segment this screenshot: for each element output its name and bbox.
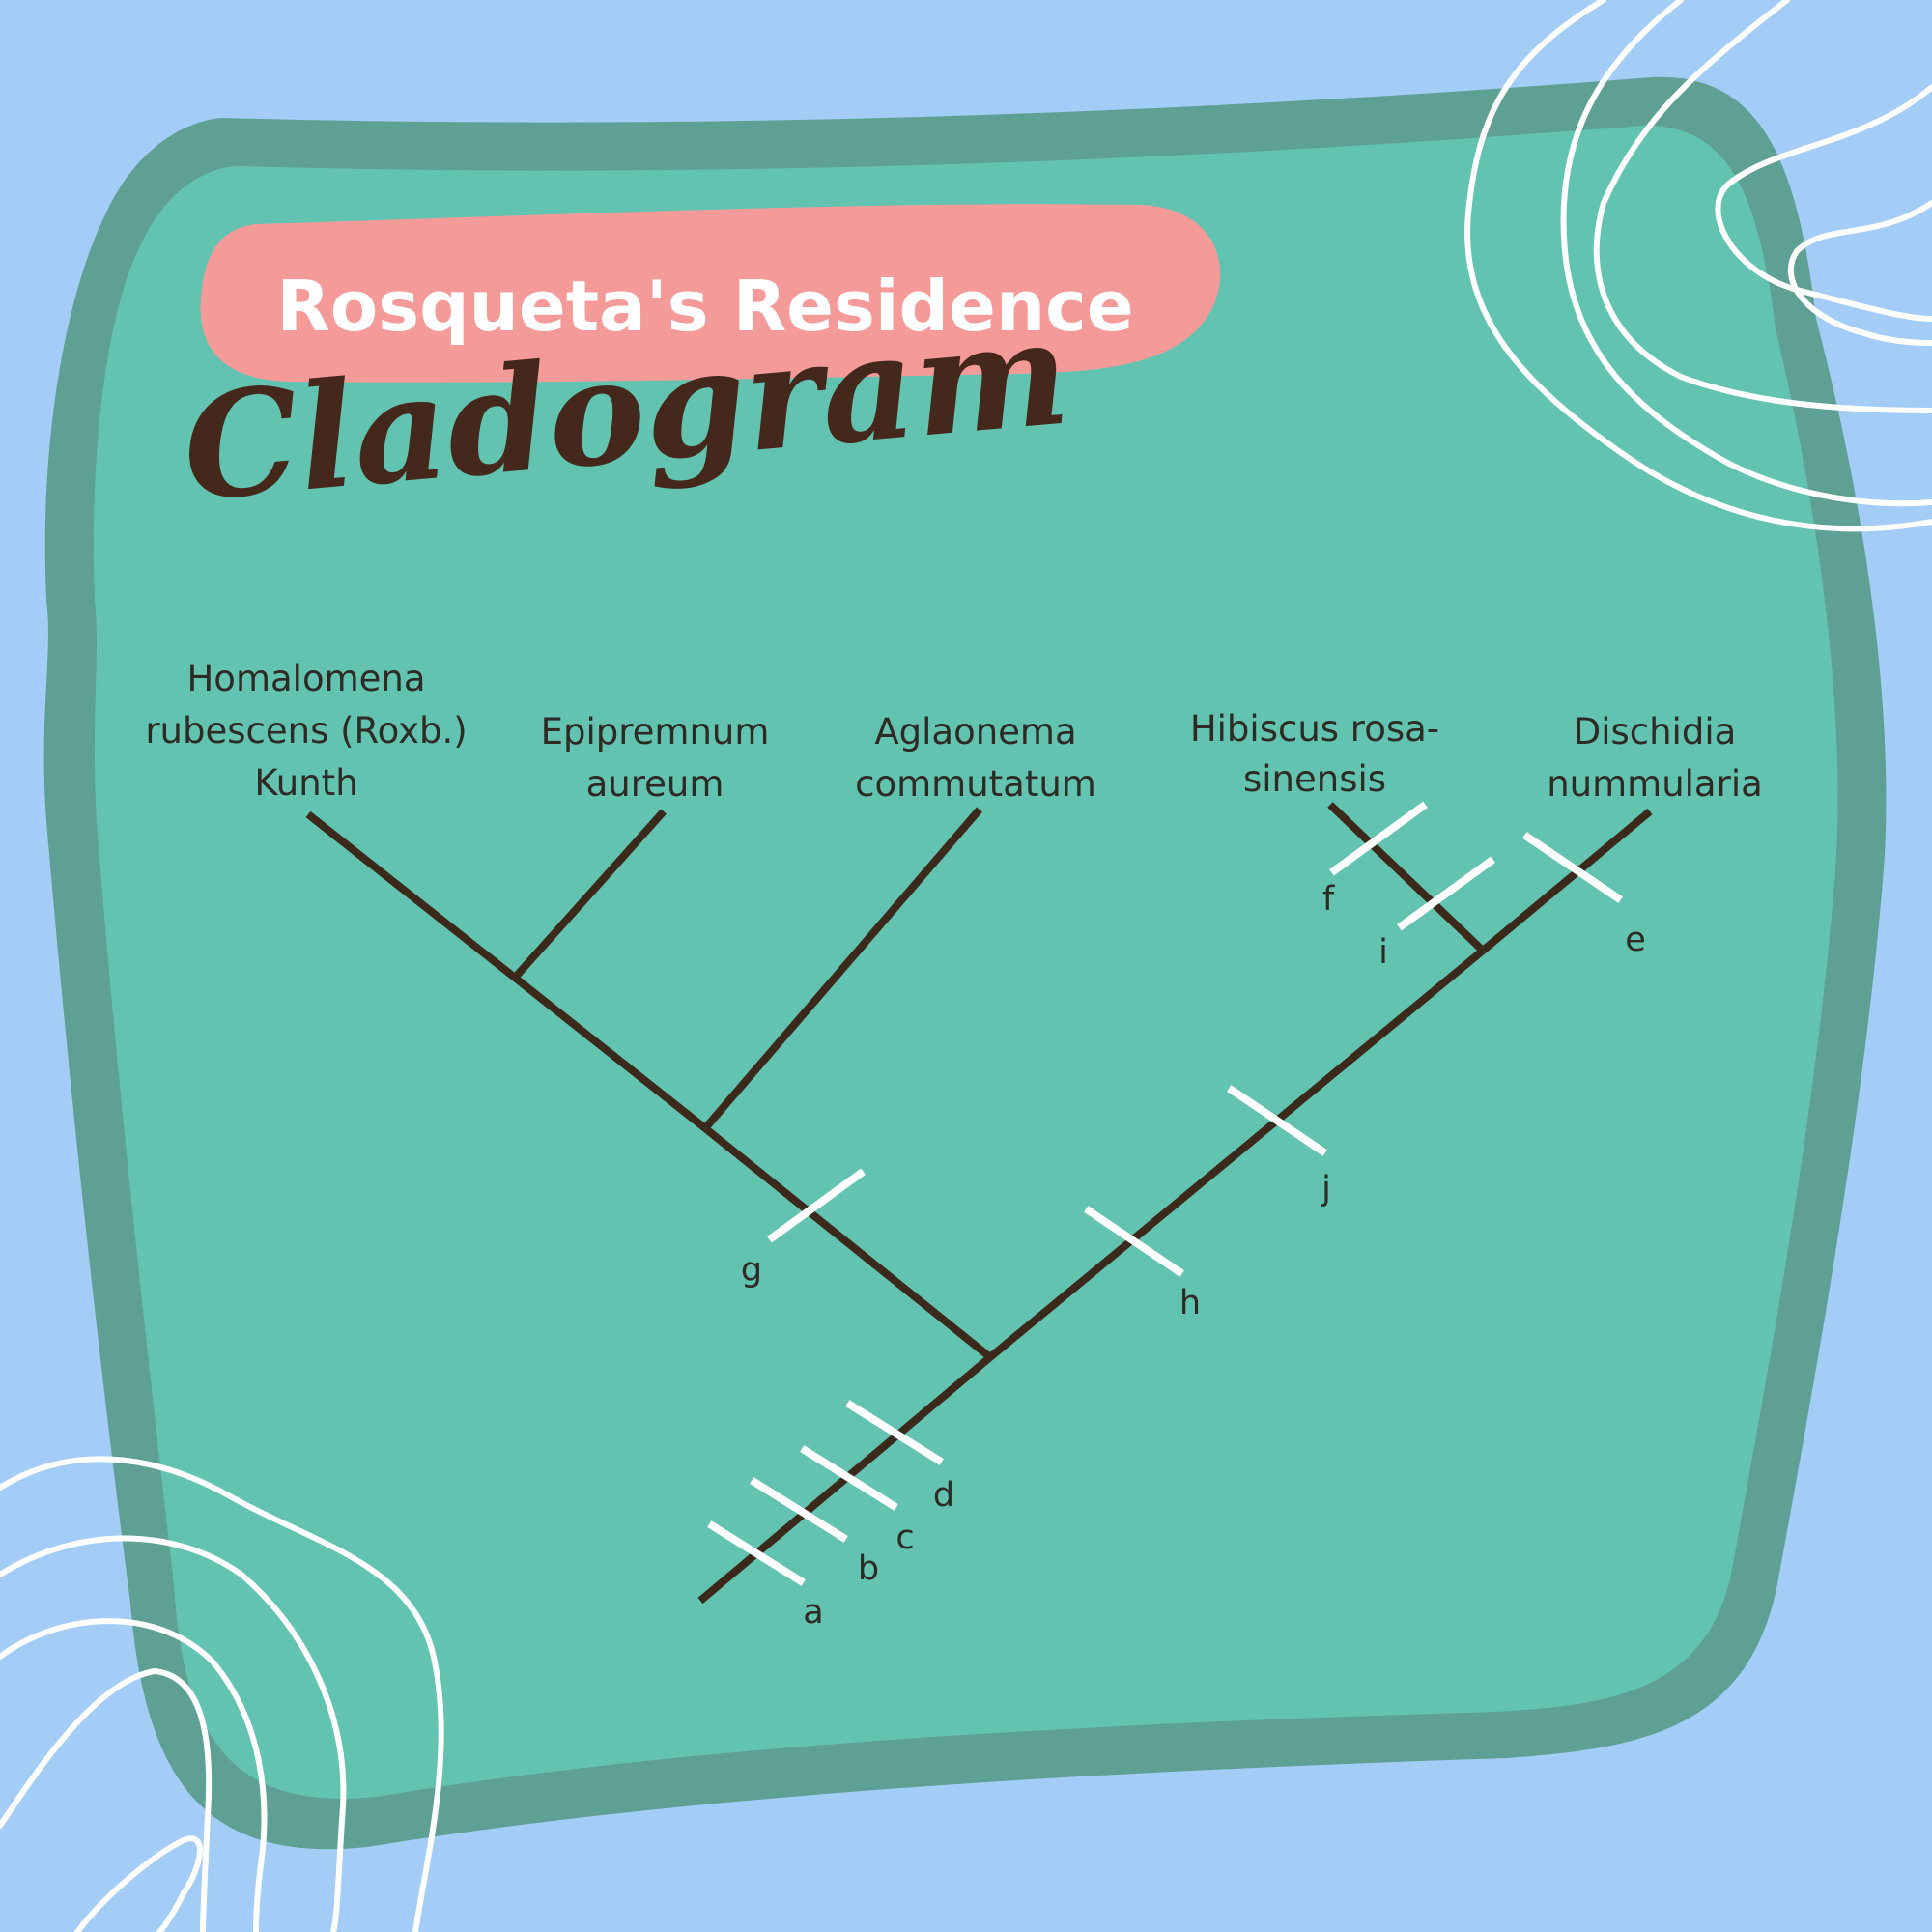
taxon-name-line: Homalomena bbox=[186, 658, 425, 699]
taxon-name-line: Epipremnum bbox=[541, 711, 770, 753]
taxon-name-line: Kunth bbox=[254, 762, 357, 804]
swirl-decoration-bottom-left bbox=[0, 1456, 444, 1932]
trait-label-a: a bbox=[803, 1593, 823, 1632]
swirl-decoration-top-right bbox=[1464, 0, 1932, 532]
taxon-label-dischidia: Dischidia nummularia bbox=[1547, 711, 1763, 805]
branch-dischidia bbox=[1480, 808, 1653, 954]
trait-tick-i bbox=[1397, 856, 1495, 931]
trait-tick-b bbox=[750, 1477, 848, 1543]
taxon-name-line: aureum bbox=[586, 763, 724, 805]
branch-homalomena bbox=[305, 810, 518, 981]
card-panel bbox=[93, 125, 1838, 1799]
trait-tick-e bbox=[1522, 832, 1623, 903]
trait-label-h: h bbox=[1179, 1284, 1201, 1322]
taxon-name-line: rubescens (Roxb.) bbox=[145, 710, 467, 752]
branch-hibiscus bbox=[1327, 802, 1486, 953]
taxon-label-epipremnum: Epipremnum aureum bbox=[541, 711, 770, 805]
trait-tick-marks bbox=[707, 801, 1623, 1586]
trait-tick-h bbox=[1084, 1206, 1184, 1277]
taxon-name-line: Hibiscus rosa- bbox=[1190, 708, 1439, 750]
trait-label-d: d bbox=[933, 1476, 954, 1515]
trait-label-i: i bbox=[1378, 933, 1388, 972]
trait-tick-f bbox=[1329, 801, 1428, 876]
taxon-name-line: nummularia bbox=[1547, 763, 1763, 805]
branch-aglaonema bbox=[701, 807, 983, 1131]
trait-label-b: b bbox=[858, 1549, 879, 1588]
title-banner bbox=[200, 204, 1221, 383]
branch-right-clade bbox=[987, 947, 1486, 1361]
taxon-label-aglaonema: Aglaonema commutatum bbox=[855, 711, 1096, 805]
trait-label-c: c bbox=[895, 1519, 914, 1557]
taxon-name-line: Aglaonema bbox=[874, 711, 1076, 753]
branch-left-clade bbox=[702, 1124, 993, 1361]
branch-epipremnum bbox=[512, 809, 667, 980]
taxon-name-line: sinensis bbox=[1243, 758, 1386, 800]
trait-label-f: f bbox=[1322, 880, 1335, 919]
trait-tick-a bbox=[707, 1520, 806, 1586]
trait-tick-d bbox=[845, 1400, 944, 1465]
taxon-label-hibiscus: Hibiscus rosa-sinensis bbox=[1190, 708, 1439, 800]
taxon-name-line: commutatum bbox=[855, 763, 1096, 805]
trait-label-e: e bbox=[1625, 921, 1646, 959]
trait-tick-j bbox=[1227, 1085, 1327, 1156]
branch-homalomena-epipremnum bbox=[512, 974, 708, 1132]
trait-tick-g bbox=[767, 1168, 866, 1243]
taxon-labels: Homalomena rubescens (Roxb.) Kunth Epipremn… bbox=[145, 658, 1762, 805]
trait-label-j: j bbox=[1321, 1170, 1331, 1208]
poster-title: Rosqueta's Residence bbox=[276, 266, 1133, 347]
trait-tick-c bbox=[800, 1445, 898, 1511]
trait-label-g: g bbox=[741, 1251, 762, 1290]
taxon-label-homalomena: Homalomena rubescens (Roxb.) Kunth bbox=[145, 658, 467, 804]
taxon-name-line: Dischidia bbox=[1574, 711, 1737, 753]
